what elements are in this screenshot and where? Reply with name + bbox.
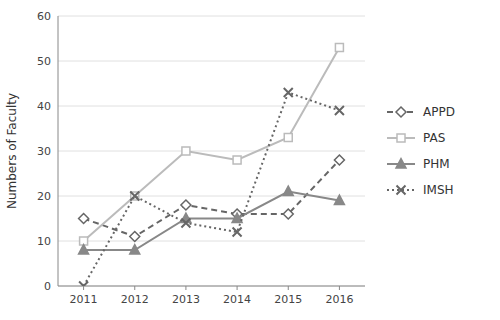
legend-marker <box>397 186 406 195</box>
plot-area <box>79 44 345 287</box>
series <box>80 44 344 246</box>
marker <box>79 214 89 224</box>
x-tick <box>288 286 289 290</box>
y-tick-label: 60 <box>37 10 51 23</box>
series-line <box>84 192 340 251</box>
marker <box>233 228 242 237</box>
marker <box>232 213 242 223</box>
marker <box>182 147 190 155</box>
grid-line <box>58 16 365 17</box>
x-tick <box>237 286 238 290</box>
x-tick-label: 2013 <box>172 293 200 306</box>
marker <box>335 44 343 52</box>
marker <box>233 156 241 164</box>
x-tick-label: 2014 <box>223 293 251 306</box>
marker <box>130 192 139 201</box>
marker <box>181 213 191 223</box>
series-line <box>84 160 340 237</box>
series <box>79 88 344 286</box>
legend: APPD PAS PHM IMSH <box>387 105 455 197</box>
legend-label: IMSH <box>423 183 454 197</box>
marker <box>131 192 139 200</box>
grid-line <box>58 286 365 287</box>
marker <box>335 106 344 115</box>
grid-line <box>58 151 365 152</box>
marker <box>283 209 293 219</box>
x-tick-label: 2012 <box>121 293 149 306</box>
x-tick-label: 2016 <box>325 293 353 306</box>
x-axis <box>58 286 365 287</box>
marker <box>334 155 344 165</box>
series-line <box>84 93 340 287</box>
x-tick-label: 2011 <box>70 293 98 306</box>
series <box>79 155 345 242</box>
legend-marker <box>396 159 406 169</box>
marker <box>334 195 344 205</box>
marker <box>181 219 190 228</box>
grid-line <box>58 241 365 242</box>
marker <box>284 134 292 142</box>
y-tick-label: 50 <box>37 55 51 68</box>
marker <box>79 282 88 287</box>
marker <box>181 200 191 210</box>
grid-line <box>58 61 365 62</box>
legend-label: PAS <box>423 131 445 145</box>
marker <box>283 186 293 196</box>
x-tick <box>134 286 135 290</box>
series <box>79 186 345 254</box>
y-tick-label: 30 <box>37 145 51 158</box>
legend-marker <box>396 107 406 117</box>
x-tick-label: 2015 <box>274 293 302 306</box>
y-axis <box>58 16 59 286</box>
series-line <box>84 48 340 242</box>
x-tick <box>83 286 84 290</box>
marker <box>130 232 140 242</box>
x-tick <box>185 286 186 290</box>
y-tick-label: 40 <box>37 100 51 113</box>
grid-line <box>58 106 365 107</box>
y-tick-label: 10 <box>37 235 51 248</box>
y-tick-label: 0 <box>44 280 51 293</box>
marker <box>130 245 140 255</box>
marker <box>284 88 293 97</box>
legend-marker <box>397 134 405 142</box>
x-tick <box>339 286 340 290</box>
legend-label: PHM <box>423 157 450 171</box>
legend-label: APPD <box>423 105 455 119</box>
chart: 0 10 20 30 40 50 60 2011 2012 2013 2014 2015 2016 Num… <box>0 0 500 320</box>
marker <box>79 245 89 255</box>
y-tick-label: 20 <box>37 190 51 203</box>
y-axis-label: Numbers of Faculty <box>5 93 19 209</box>
